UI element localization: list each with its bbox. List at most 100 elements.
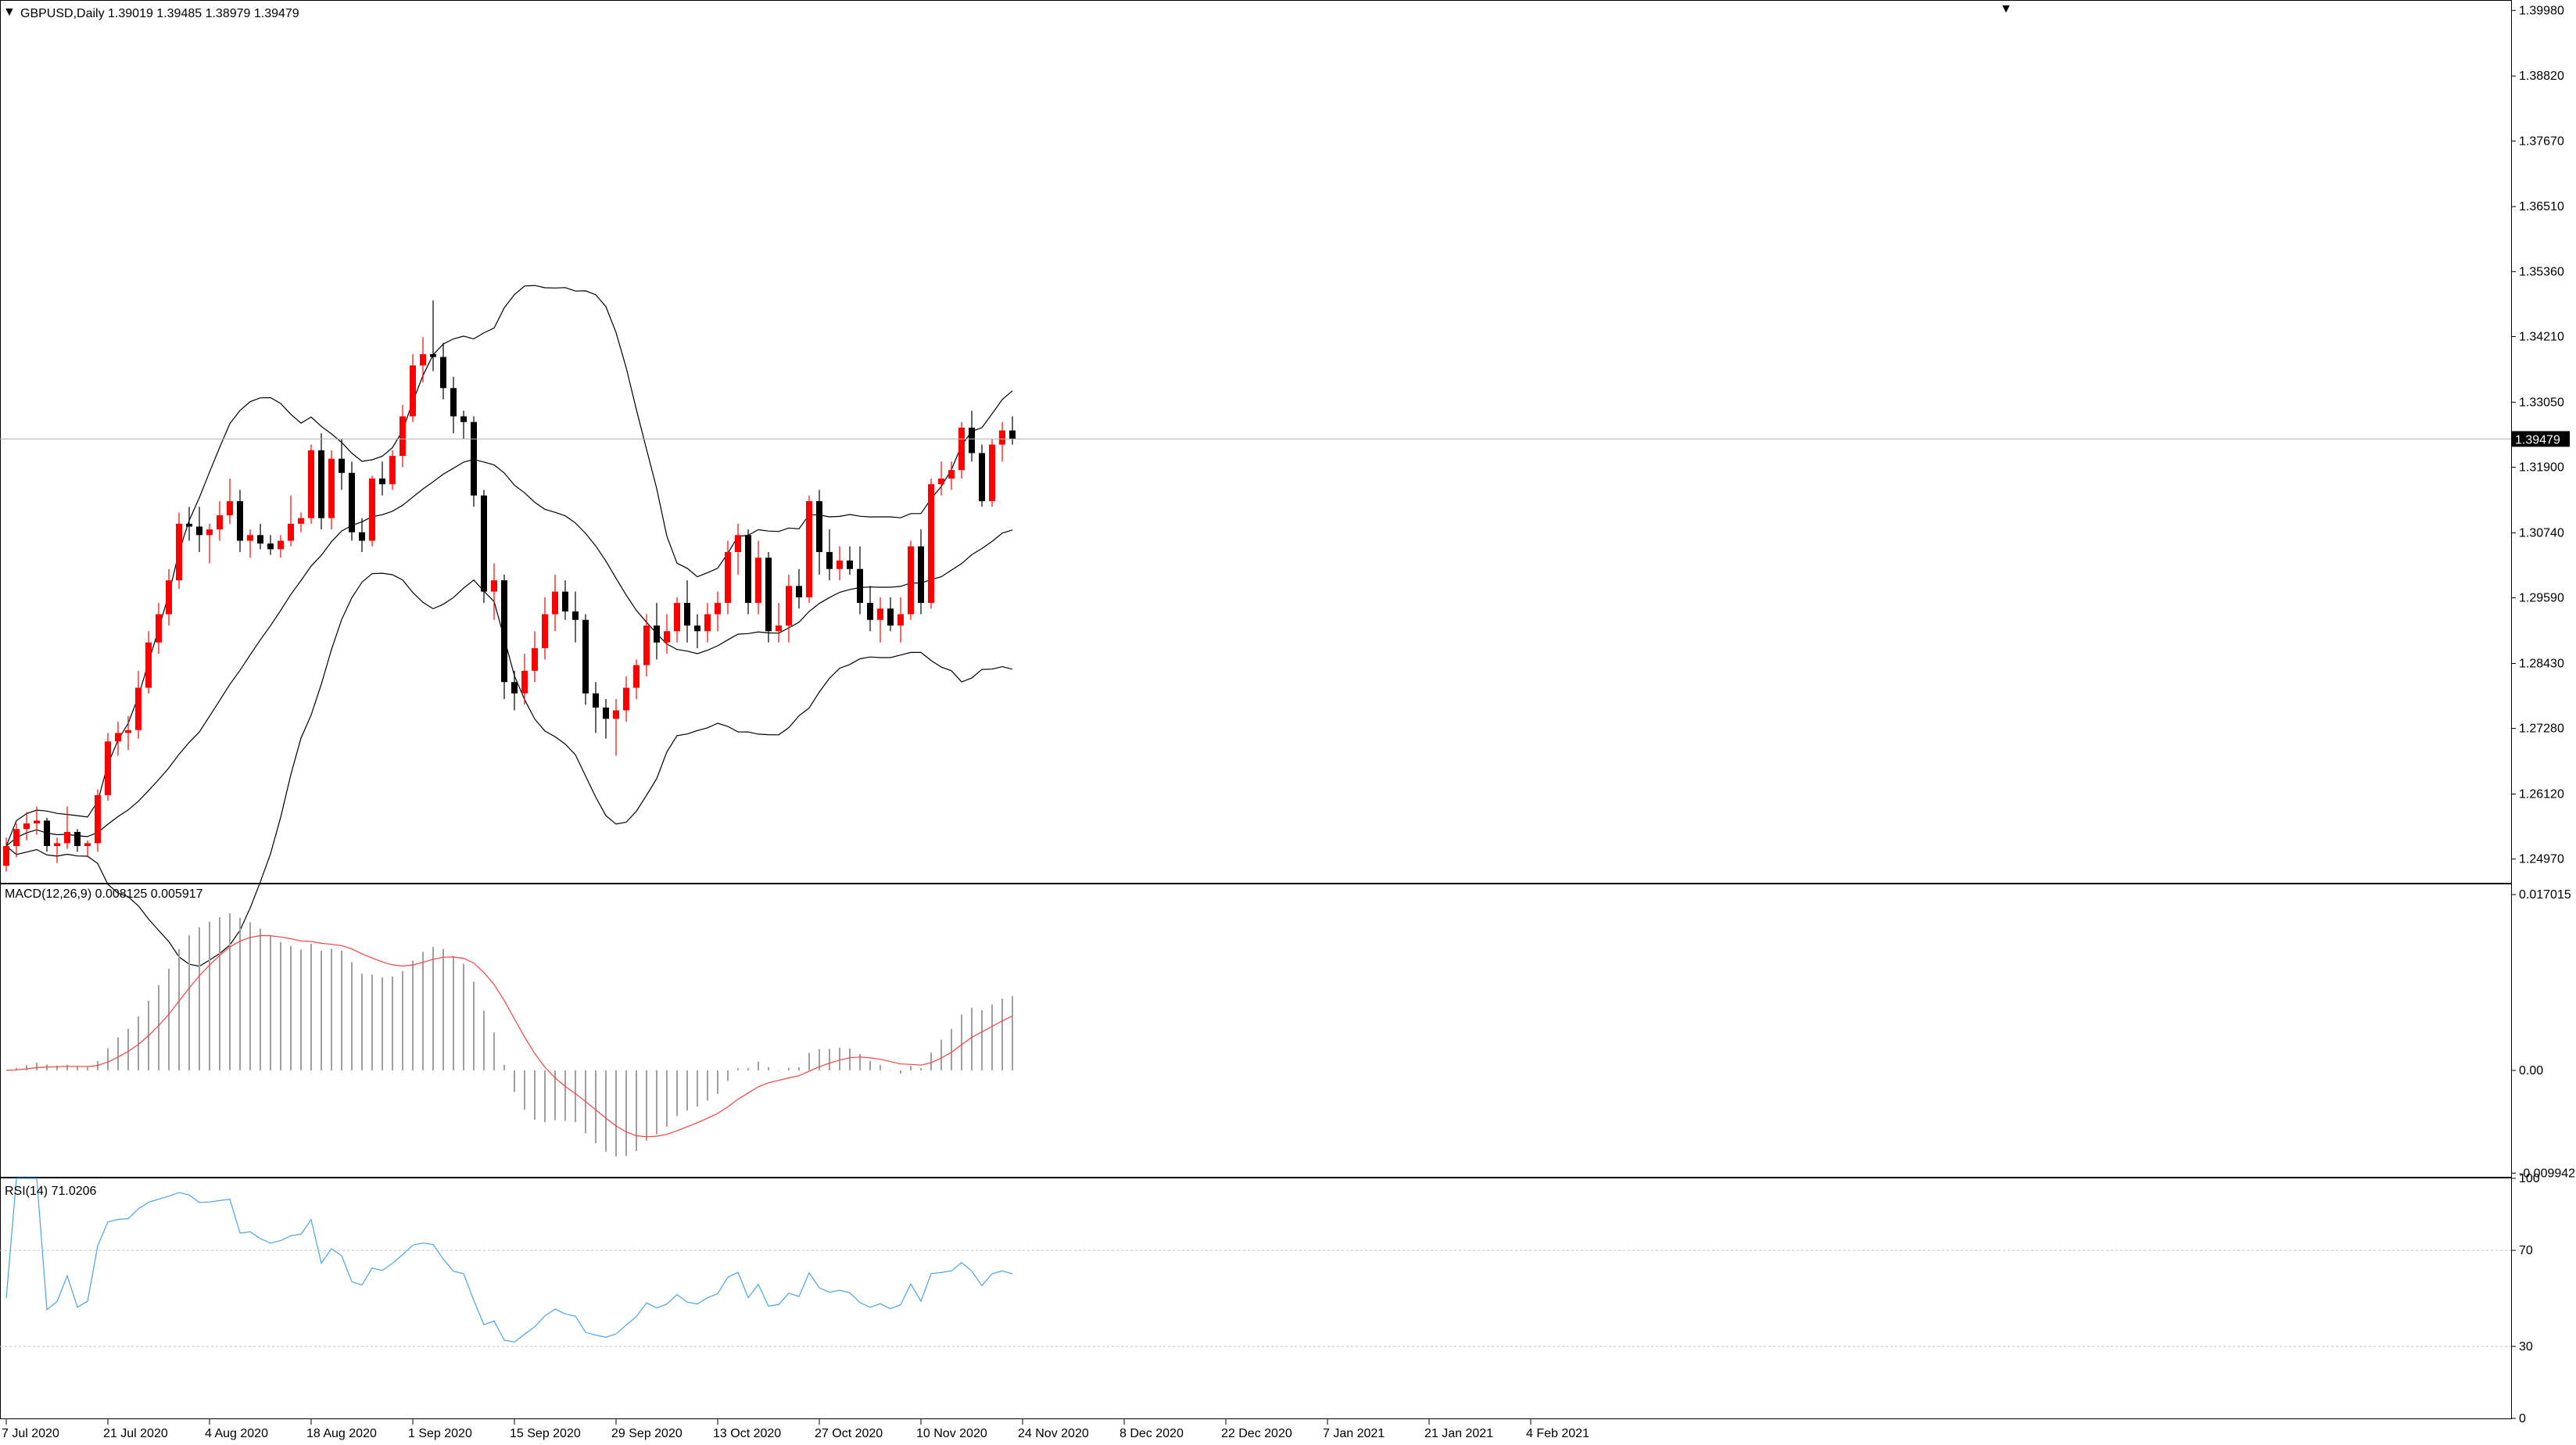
candle <box>339 439 345 490</box>
price-axis: 1.39980 1.38820 1.37670 1.36510 1.35360 1.342… <box>2511 4 2564 866</box>
current-price-box <box>2512 431 2570 447</box>
macd-pane[interactable] <box>0 884 2512 1178</box>
candles <box>3 300 1016 872</box>
candle-body <box>511 682 518 694</box>
candle-body <box>532 647 538 671</box>
price-tick-label: 1.37670 <box>2519 134 2564 148</box>
candle <box>481 489 487 604</box>
candle <box>786 574 792 643</box>
time-tick-label: 21 Jul 2020 <box>103 1427 168 1440</box>
candle-body <box>349 472 355 532</box>
candle-body <box>166 580 172 615</box>
candle-body <box>64 831 70 844</box>
candle-body <box>196 526 202 536</box>
candle <box>206 523 213 564</box>
candle <box>288 495 294 547</box>
candle <box>664 614 670 654</box>
candle-body <box>572 611 579 620</box>
candle-body <box>298 518 304 524</box>
macd-tick-label: 0.00 <box>2519 1064 2543 1077</box>
price-tick-label: 1.24970 <box>2519 853 2564 866</box>
candle <box>298 512 304 532</box>
candle-body <box>481 495 487 592</box>
candle-body <box>501 580 507 683</box>
candle-body <box>826 552 833 569</box>
candle <box>74 829 81 852</box>
candle <box>958 421 965 479</box>
candle-body <box>74 831 81 846</box>
candle <box>3 837 9 872</box>
candle-body <box>359 532 365 541</box>
scroll-marker-icon[interactable]: ▼ <box>2000 2 2012 16</box>
candle <box>176 512 182 589</box>
candle <box>532 631 538 683</box>
candle <box>674 597 680 643</box>
time-tick-label: 1 Sep 2020 <box>408 1427 472 1440</box>
candle-body <box>786 586 792 626</box>
candle <box>227 479 233 524</box>
candle-body <box>135 687 142 730</box>
candle-body <box>979 453 985 501</box>
candle <box>115 721 121 756</box>
candle-body <box>13 829 20 846</box>
candle-body <box>948 470 955 479</box>
candle <box>623 676 629 722</box>
candle-body <box>745 535 751 604</box>
time-tick-label: 8 Dec 2020 <box>1120 1427 1184 1440</box>
candle-body <box>389 456 396 485</box>
candle <box>54 837 60 863</box>
candle <box>450 376 457 434</box>
candle-body <box>84 843 91 846</box>
candle <box>389 450 396 490</box>
candle-body <box>694 626 700 632</box>
candle <box>196 507 202 552</box>
candle <box>95 789 101 852</box>
candle-body <box>410 365 416 417</box>
candle-body <box>816 500 822 552</box>
time-tick-label: 7 Jan 2021 <box>1323 1427 1385 1440</box>
rsi-pane[interactable] <box>0 1178 2512 1419</box>
bollinger-bands <box>5 285 1013 967</box>
candle <box>562 580 568 620</box>
candle-body <box>247 535 253 541</box>
candle <box>328 450 335 530</box>
candle <box>593 682 599 733</box>
candle <box>471 416 477 507</box>
candle-body <box>430 353 436 357</box>
candle-body <box>725 552 731 604</box>
candle <box>552 574 558 632</box>
candle <box>582 614 589 705</box>
candle-body <box>704 614 711 632</box>
candle-body <box>755 558 761 604</box>
candle-body <box>796 586 802 597</box>
candle-body <box>308 450 314 518</box>
price-pane[interactable] <box>0 0 2512 884</box>
time-tick-label: 13 Oct 2020 <box>713 1427 781 1440</box>
candle-body <box>440 357 446 389</box>
candle <box>237 489 243 552</box>
candle <box>694 614 700 648</box>
symbol-header: GBPUSD,Daily 1.39019 1.39485 1.38979 1.3… <box>20 7 299 20</box>
candle <box>969 411 975 462</box>
rsi-tick-label: 0 <box>2519 1412 2526 1425</box>
candle-body <box>582 619 589 694</box>
candle-body <box>623 687 629 711</box>
time-tick-label: 15 Sep 2020 <box>510 1427 581 1440</box>
time-axis: 7 Jul 2020 21 Jul 2020 4 Aug 2020 18 Aug 20… <box>2 1419 1589 1440</box>
collapse-triangle-icon[interactable]: ▼ <box>3 5 16 19</box>
candle-body <box>562 591 568 611</box>
price-tick-label: 1.35360 <box>2519 265 2564 278</box>
candle <box>745 529 751 615</box>
candle <box>511 670 518 711</box>
candle-body <box>399 416 406 457</box>
candle-body <box>928 484 934 604</box>
bollinger-lower <box>5 572 1013 967</box>
price-tick-label: 1.29590 <box>2519 592 2564 605</box>
candle-body <box>593 693 599 708</box>
candle-body <box>54 843 60 846</box>
candle-body <box>633 665 640 688</box>
time-tick-label: 4 Aug 2020 <box>205 1427 268 1440</box>
candle <box>430 300 436 371</box>
candle <box>928 479 934 609</box>
